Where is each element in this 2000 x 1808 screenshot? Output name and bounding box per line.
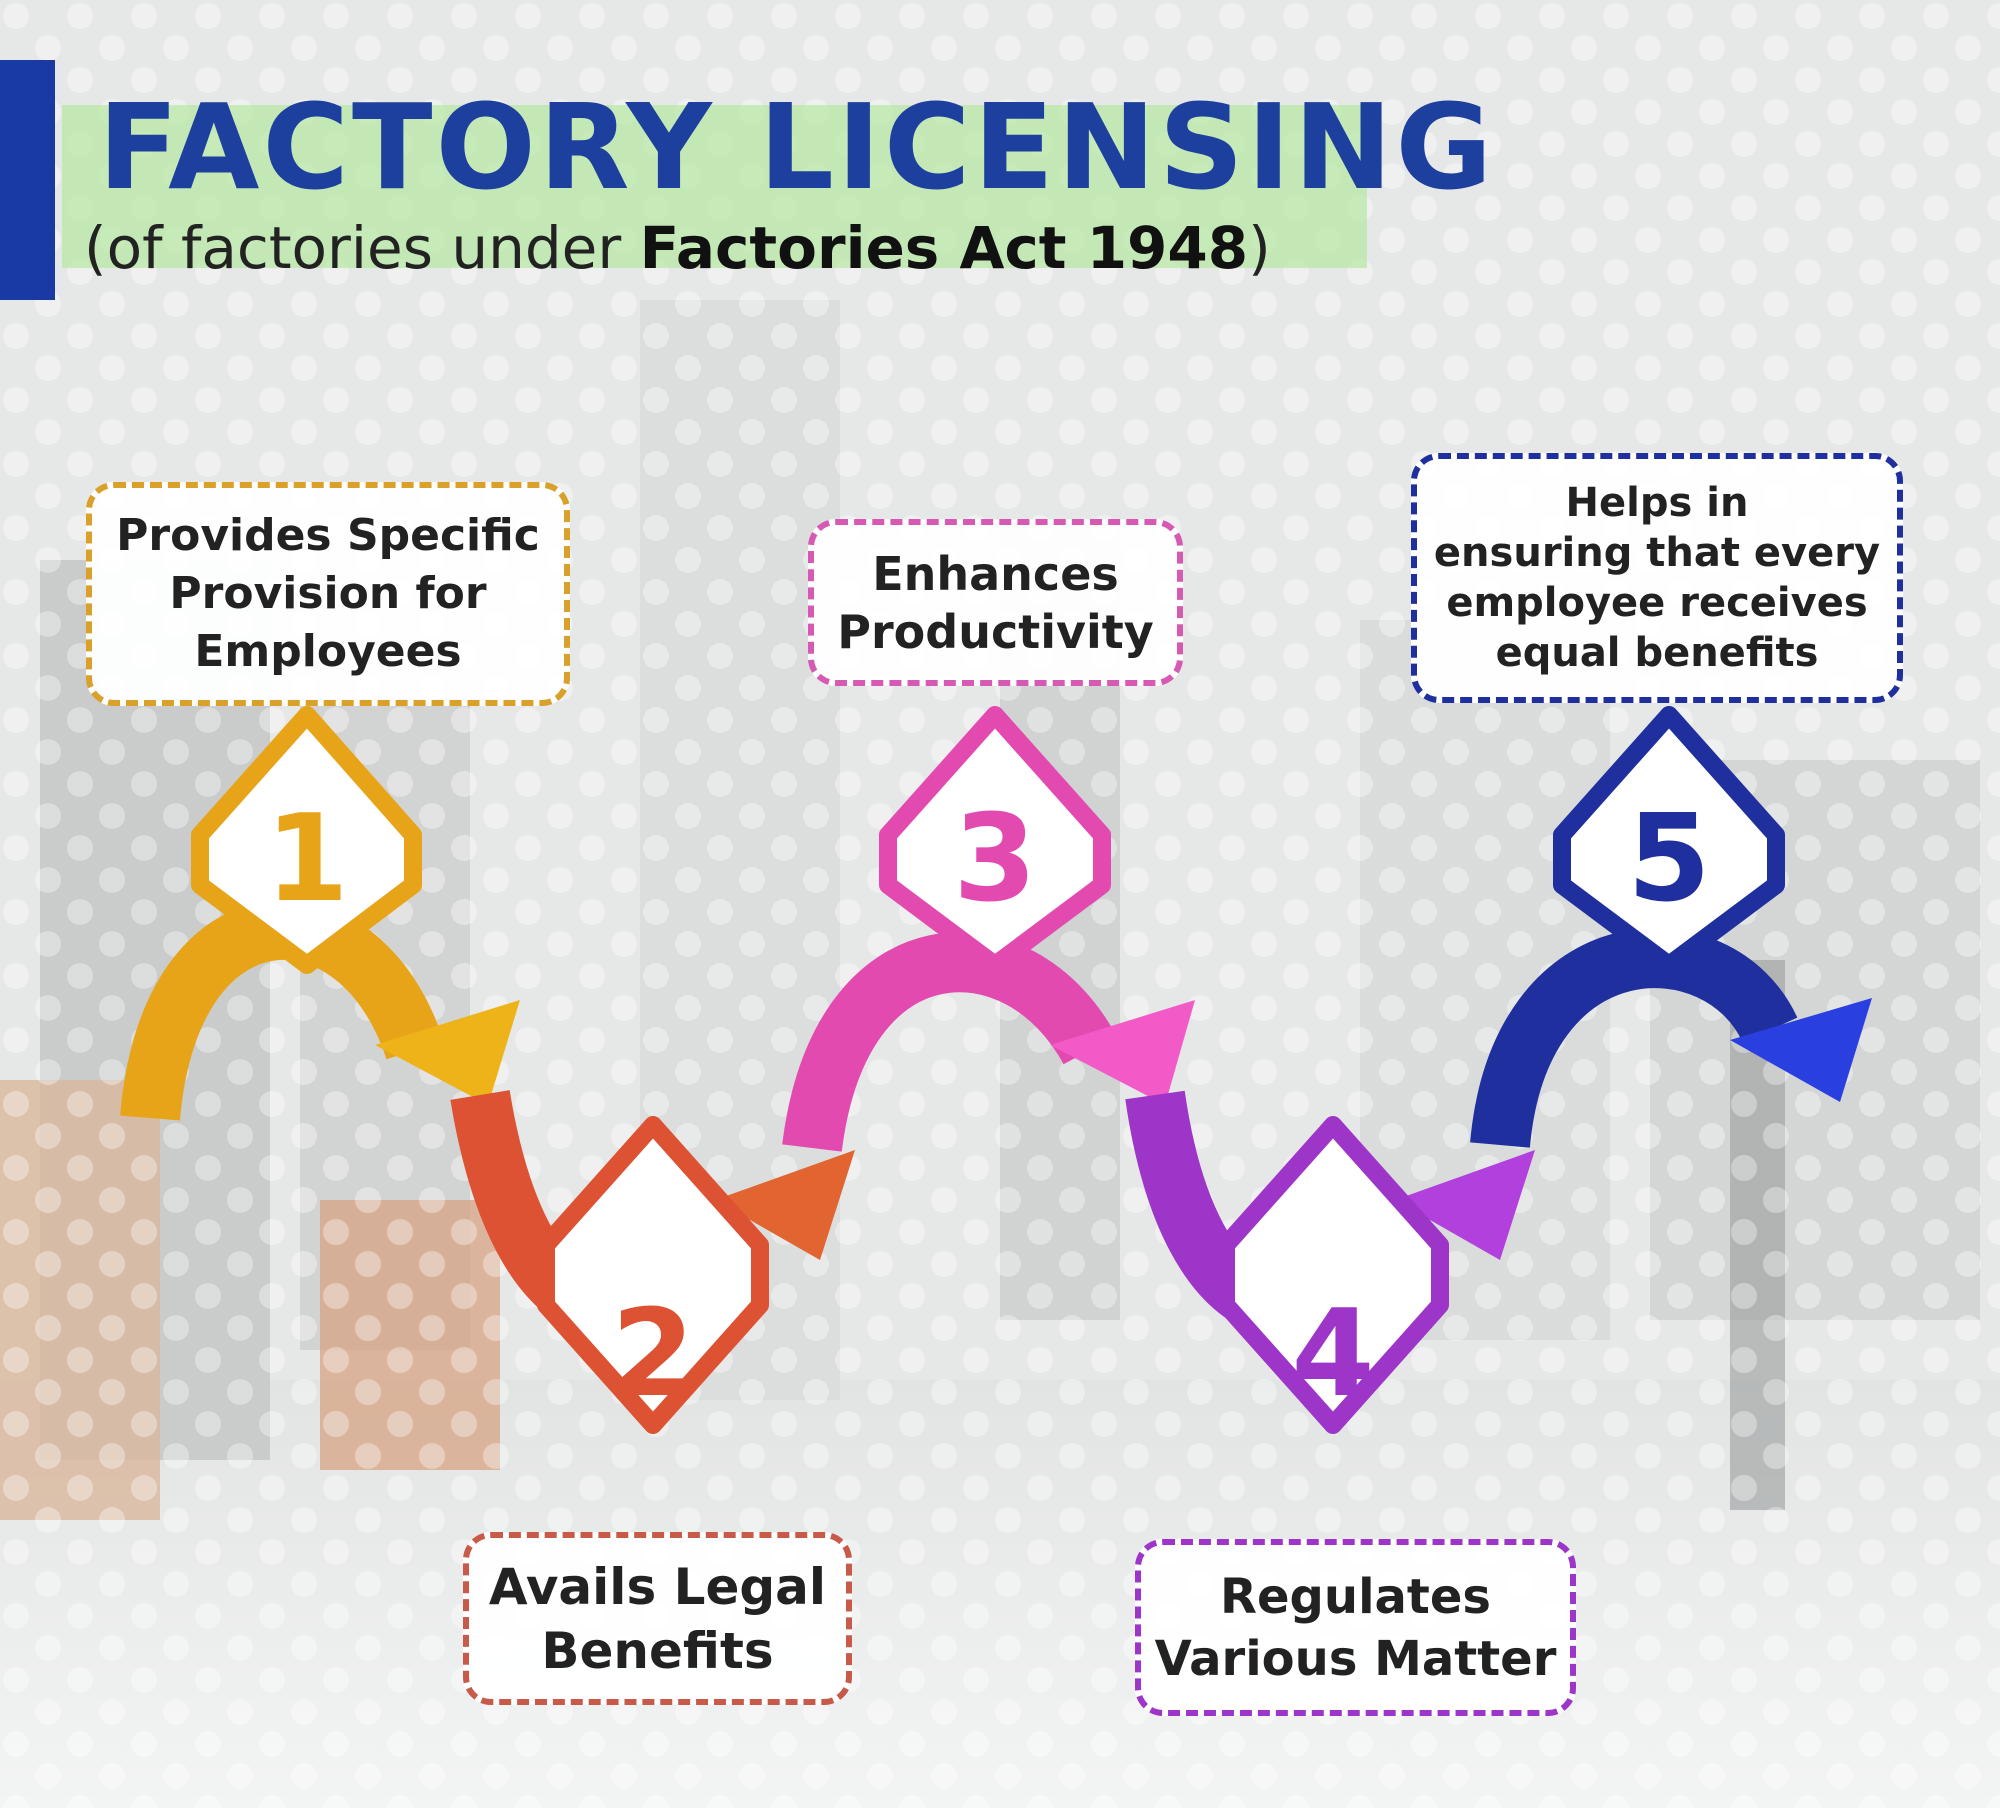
header-accent-bar xyxy=(0,60,55,300)
step-4-hexagon xyxy=(1217,1116,1449,1434)
page-subtitle: (of factories under Factories Act 1948) xyxy=(84,210,1271,286)
arrowhead-5 xyxy=(1730,998,1872,1102)
arrowhead-2 xyxy=(715,1150,855,1260)
step-3-text: Enhances Productivity xyxy=(837,546,1154,659)
step-4-description: Regulates Various Matter xyxy=(1135,1539,1576,1716)
step-5-number: 5 xyxy=(1627,790,1711,929)
step-4-number: 4 xyxy=(1291,1285,1375,1424)
step-5-text: Helps in ensuring that every employee re… xyxy=(1433,480,1881,676)
step-2-number: 2 xyxy=(611,1285,695,1424)
step-3-hexagon xyxy=(879,706,1111,974)
step-2-hexagon xyxy=(537,1116,769,1434)
connector-5-out xyxy=(1470,928,1798,1149)
step-1-number: 1 xyxy=(265,790,349,929)
subtitle-prefix: (of factories under xyxy=(84,214,640,282)
arrowhead-4 xyxy=(1395,1150,1535,1260)
step-1-description: Provides Specific Provision for Employee… xyxy=(86,482,570,706)
subtitle-suffix: ) xyxy=(1248,214,1271,282)
arrowhead-1 xyxy=(375,1000,520,1105)
step-2-text: Avails Legal Benefits xyxy=(488,1557,827,1680)
title-highlight xyxy=(62,105,1367,268)
step-1-text: Provides Specific Provision for Employee… xyxy=(116,510,540,677)
step-2-description: Avails Legal Benefits xyxy=(463,1532,852,1705)
step-5-hexagon xyxy=(1553,706,1785,974)
subtitle-act-name: Factories Act 1948 xyxy=(639,214,1249,282)
step-5-description: Helps in ensuring that every employee re… xyxy=(1411,453,1903,703)
connector-1-to-2 xyxy=(120,900,444,1121)
step-1-hexagon xyxy=(191,706,422,974)
connector-3-to-4 xyxy=(782,932,1117,1152)
arrowhead-3 xyxy=(1050,1000,1195,1105)
step-3-number: 3 xyxy=(953,790,1037,929)
page-title: FACTORY LICENSING xyxy=(98,78,1496,216)
step-3-description: Enhances Productivity xyxy=(808,519,1183,686)
step-4-text: Regulates Various Matter xyxy=(1154,1568,1557,1687)
